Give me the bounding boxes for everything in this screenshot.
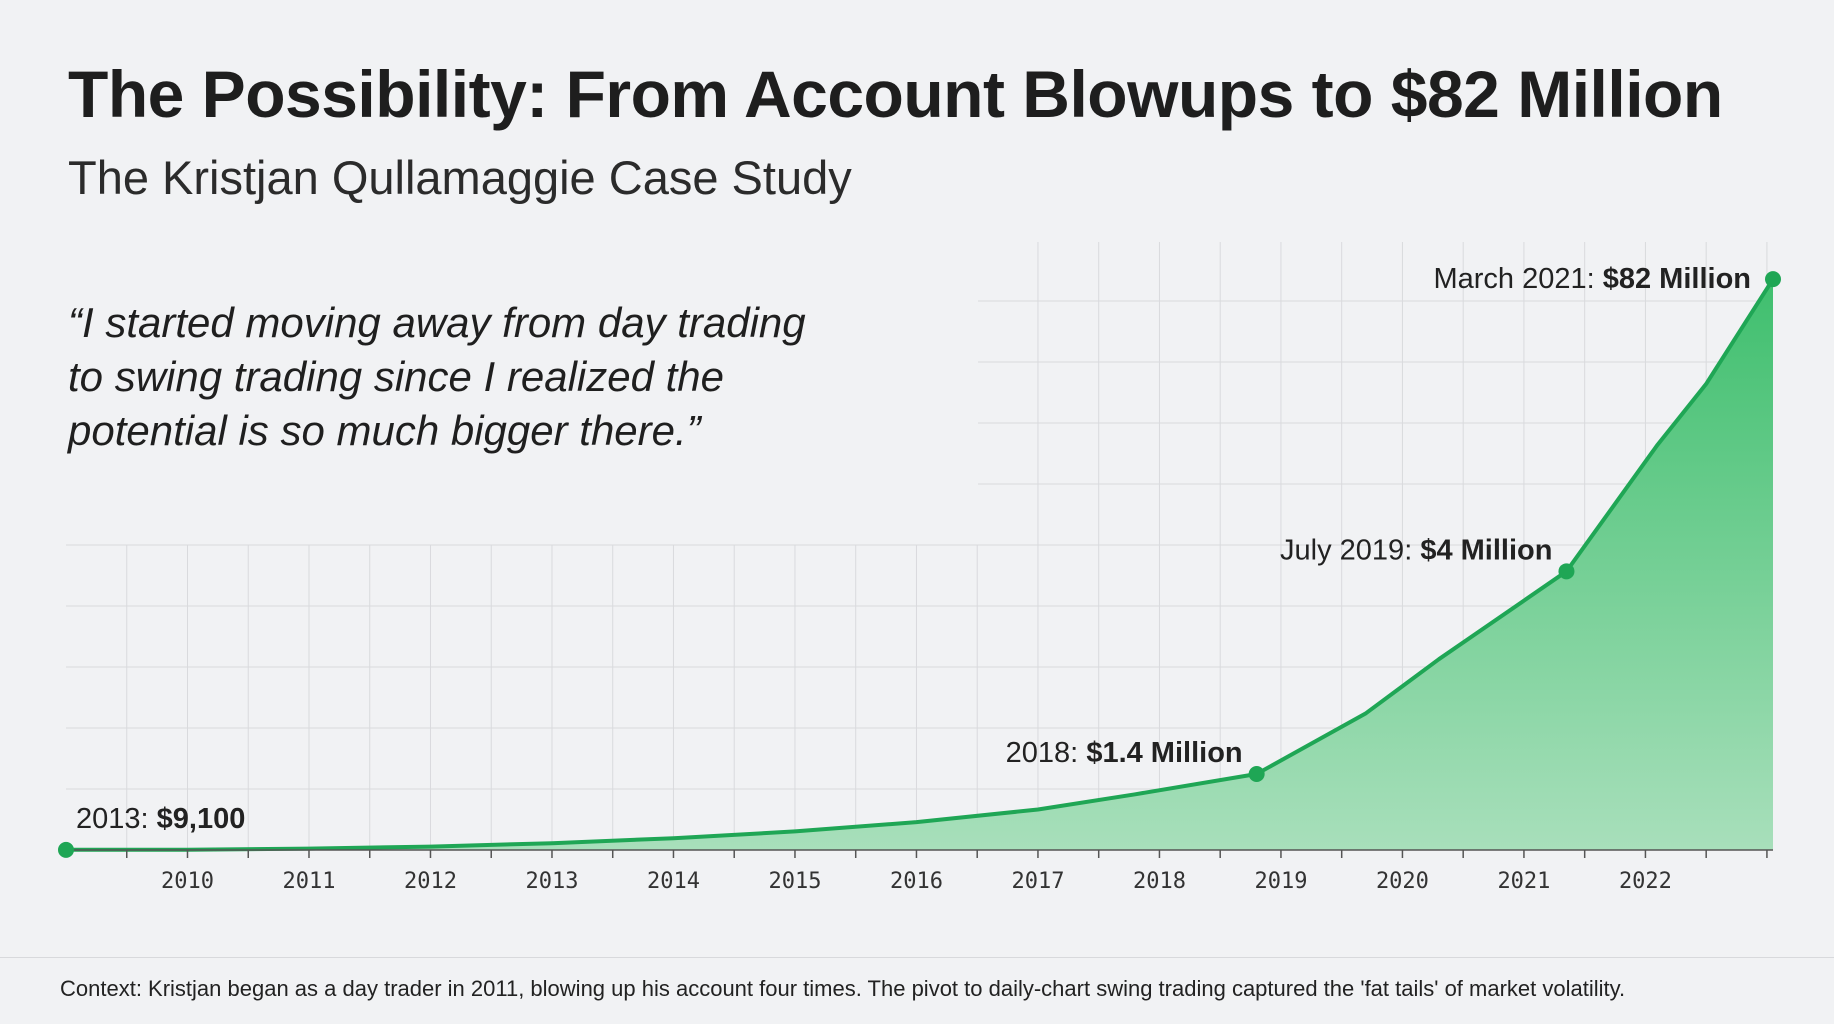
x-tick-label: 2014	[647, 869, 700, 894]
x-tick-label: 2015	[768, 869, 821, 894]
x-tick-label: 2012	[404, 869, 457, 894]
annotation-label: 2018: $1.4 Million	[1006, 737, 1243, 769]
series-area	[66, 279, 1773, 850]
x-tick-label: 2013	[525, 869, 578, 894]
annotation-marker	[1765, 271, 1781, 288]
page-title: The Possibility: From Account Blowups to…	[68, 57, 1723, 131]
x-tick-label: 2021	[1497, 869, 1550, 894]
x-tick-label: 2016	[890, 869, 943, 894]
page-subtitle: The Kristjan Qullamaggie Case Study	[68, 151, 852, 204]
x-axis: 2010 2011 2012 2013 2014 2015 2016 2017 2018 2019…	[66, 849, 1773, 894]
annotation-label: March 2021: $82 Million	[1433, 263, 1751, 295]
x-tick-label: 2018	[1133, 869, 1186, 894]
context-note: Context: Kristjan began as a day trader …	[60, 976, 1626, 1001]
annotation-value: $82 Million	[1603, 263, 1751, 295]
quote-line: potential is so much bigger there.”	[68, 407, 701, 454]
annotation-marker	[1558, 563, 1575, 580]
x-tick-label: 2020	[1376, 869, 1429, 894]
x-tick-label: 2022	[1619, 869, 1672, 894]
annotation-label: July 2019: $4 Million	[1280, 534, 1552, 566]
chart-area-layer	[64, 277, 1775, 852]
x-tick-label: 2017	[1011, 869, 1064, 894]
chart-annotations: 2013: $9,100 2018: $1.4 Million July 2019:…	[58, 263, 1781, 858]
footer-divider	[0, 957, 1834, 958]
annotation-label: 2013: $9,100	[76, 803, 245, 835]
annotation-value: $9,100	[157, 803, 246, 835]
annotation-marker	[1248, 766, 1265, 782]
annotation-date: July 2019:	[1280, 534, 1420, 566]
growth-chart: 2010 2011 2012 2013 2014 2015 2016 2017 2018 2019…	[58, 242, 1781, 894]
annotation-marker	[58, 841, 74, 858]
annotation-date: 2018:	[1006, 737, 1087, 769]
quote-line: “I started moving away from day trading	[68, 299, 806, 346]
annotation-value: $4 Million	[1420, 534, 1552, 566]
x-tick-label: 2019	[1254, 869, 1307, 894]
x-tick-label: 2010	[161, 869, 214, 894]
quote-line: to swing trading since I realized the	[68, 353, 725, 400]
annotation-date: March 2021:	[1433, 263, 1602, 295]
quote-block: “I started moving away from day trading …	[68, 296, 928, 458]
x-tick-label: 2011	[282, 869, 335, 894]
annotation-value: $1.4 Million	[1086, 737, 1242, 769]
annotation-date: 2013:	[76, 803, 157, 835]
series-line	[64, 277, 1775, 852]
